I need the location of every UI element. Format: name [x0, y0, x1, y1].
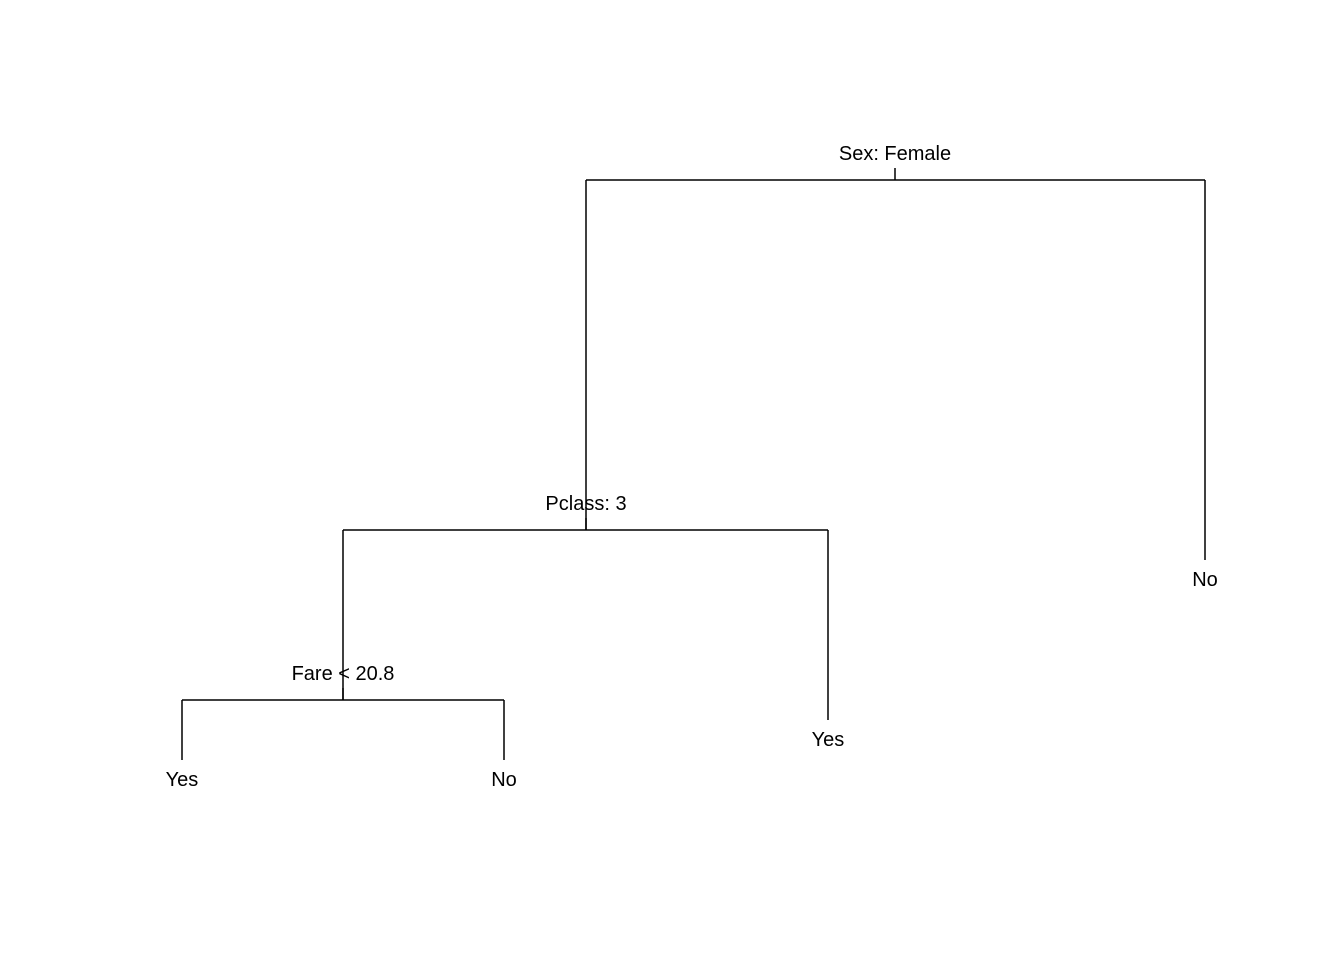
- split-label: Fare < 20.8: [292, 663, 395, 685]
- decision-tree: Sex: Female Pclass: 3 No Fare < 20.8 Yes Yes N…: [0, 0, 1344, 960]
- leaf-label: No: [491, 769, 517, 791]
- split-label: Sex: Female: [839, 143, 951, 165]
- leaf-label: Yes: [166, 769, 199, 791]
- leaf-label: Yes: [812, 729, 845, 751]
- leaf-label: No: [1192, 569, 1218, 591]
- canvas-background: [0, 0, 1344, 960]
- split-label: Pclass: 3: [545, 493, 626, 515]
